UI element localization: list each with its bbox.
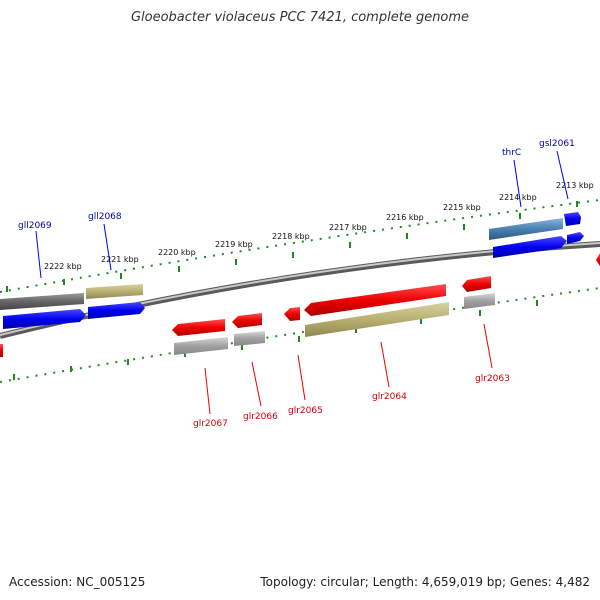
gene-arrow-glr2063[interactable] — [462, 276, 491, 292]
gene-label-thrC[interactable]: thrC — [502, 148, 521, 158]
forward-scale-track — [0, 199, 600, 293]
gene-label-gll2068[interactable]: gll2068 — [88, 212, 122, 222]
scale-label: 2213 kbp — [556, 181, 594, 190]
scale-label: 2215 kbp — [443, 203, 481, 212]
product-bar — [305, 302, 449, 337]
genome-title: Gloeobacter violaceus PCC 7421, complete… — [130, 10, 470, 25]
gene-arrow-glr2067[interactable] — [172, 319, 225, 336]
scale-label: 2218 kbp — [272, 232, 310, 241]
forward-major-ticks — [6, 201, 578, 292]
gene-arrow-gll2068[interactable] — [88, 302, 145, 319]
scale-label: 2214 kbp — [499, 193, 537, 202]
gene-arrow-edge[interactable] — [0, 344, 3, 357]
gene-label-glr2065[interactable]: glr2065 — [288, 406, 323, 416]
scale-label: 2222 kbp — [44, 262, 82, 271]
genome-summary-text: Topology: circular; Length: 4,659,019 bp… — [260, 575, 590, 589]
reverse-gene-labels: glr2067 glr2066 glr2065 glr2064 glr2063 — [193, 374, 510, 429]
gene-arrow-gsl2061[interactable] — [564, 212, 581, 226]
gene-arrow-glr2066[interactable] — [232, 313, 262, 328]
product-bar — [174, 337, 228, 355]
product-bar — [489, 218, 563, 240]
forward-gene-arrows — [3, 212, 584, 329]
product-bar — [86, 284, 143, 299]
reverse-gene-arrows — [0, 253, 600, 357]
gene-label-glr2064[interactable]: glr2064 — [372, 392, 407, 402]
gene-arrow-gll2069[interactable] — [3, 309, 86, 329]
gene-arrow-glr2065[interactable] — [284, 307, 300, 321]
forward-gene-labels: gll2069 gll2068 thrC gsl2061 — [18, 139, 575, 231]
product-bar — [0, 293, 84, 310]
scale-label: 2220 kbp — [158, 248, 196, 257]
gene-arrow-thrC[interactable] — [493, 236, 567, 258]
reverse-product-bars — [174, 293, 495, 355]
gene-arrow-glr2064[interactable] — [304, 284, 446, 316]
gene-label-glr2066[interactable]: glr2066 — [243, 412, 278, 422]
accession-text: Accession: NC_005125 — [9, 575, 146, 589]
gene-arrow-edge-right[interactable] — [596, 253, 600, 266]
gene-label-glr2063[interactable]: glr2063 — [475, 374, 510, 384]
scale-label: 2221 kbp — [101, 255, 139, 264]
product-bar — [234, 331, 265, 346]
scale-labels: 2222 kbp 2221 kbp 2220 kbp 2219 kbp 2218… — [44, 181, 594, 271]
gene-arrow-small[interactable] — [567, 232, 584, 244]
scale-label: 2216 kbp — [386, 213, 424, 222]
gene-label-gsl2061[interactable]: gsl2061 — [539, 139, 575, 149]
gene-label-glr2067[interactable]: glr2067 — [193, 419, 228, 429]
forward-product-bars — [0, 218, 563, 310]
reverse-scale-track — [0, 287, 600, 383]
forward-label-leaders — [35, 150, 569, 279]
scale-label: 2217 kbp — [329, 223, 367, 232]
reverse-label-leaders — [204, 323, 493, 415]
scale-label: 2219 kbp — [215, 240, 253, 249]
gene-label-gll2069[interactable]: gll2069 — [18, 221, 52, 231]
product-bar — [464, 293, 495, 309]
